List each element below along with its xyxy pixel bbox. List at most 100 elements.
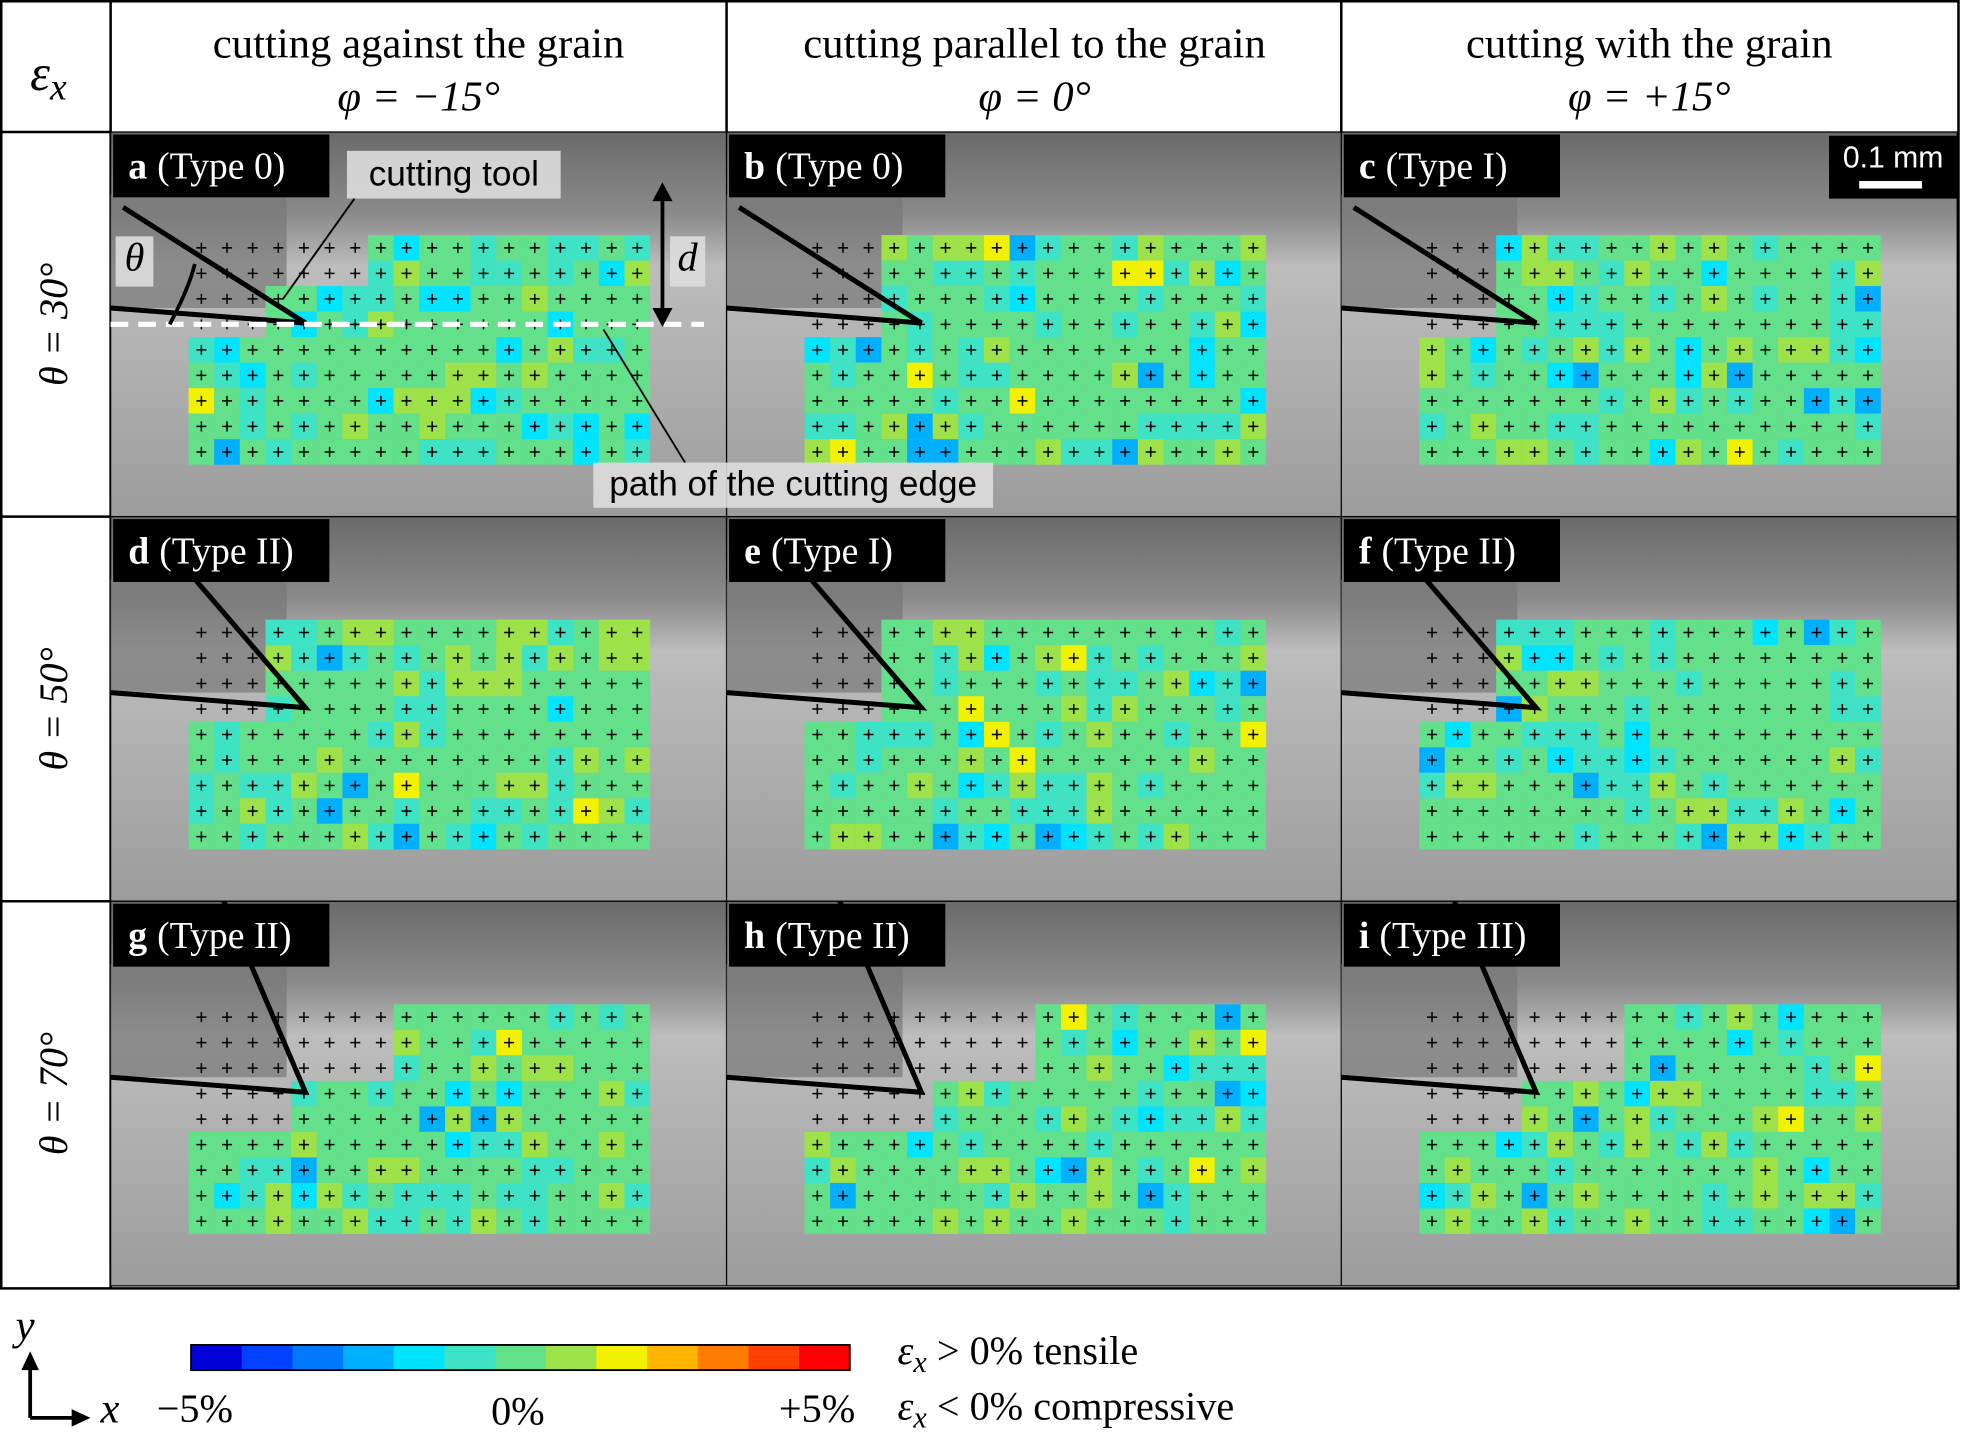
annotation: θ bbox=[125, 235, 145, 280]
panel-label-box bbox=[113, 903, 330, 967]
panel: d (Type II) bbox=[109, 515, 728, 902]
panel-letter: i bbox=[1359, 915, 1369, 957]
colorbar-frame bbox=[190, 1344, 851, 1372]
colorbar-swatch bbox=[647, 1344, 699, 1371]
column-angle: φ = −15° bbox=[337, 73, 499, 120]
grid-marks bbox=[1427, 627, 1874, 842]
panel-label: a (Type 0) bbox=[128, 145, 285, 187]
legend-entry: εx < 0% compressive bbox=[898, 1384, 1235, 1435]
panel-label-box bbox=[729, 134, 946, 198]
panel-type: (Type II) bbox=[157, 915, 291, 957]
row-label: θ = 70° bbox=[31, 1032, 76, 1155]
annotation-box bbox=[670, 236, 706, 287]
panel-type: (Type 0) bbox=[775, 145, 903, 187]
panel-letter: h bbox=[744, 915, 765, 957]
colorbar-label: 0% bbox=[491, 1389, 545, 1434]
panel-type: (Type I) bbox=[1386, 145, 1508, 187]
symbol: ε bbox=[898, 1328, 914, 1373]
grid-marks bbox=[812, 627, 1259, 842]
panel: g (Type II) bbox=[109, 900, 728, 1287]
annotation-box bbox=[346, 150, 561, 199]
tool bbox=[1341, 552, 1542, 711]
panel-label: b (Type 0) bbox=[744, 145, 903, 187]
panel-letter: d bbox=[128, 530, 149, 572]
leader bbox=[602, 328, 686, 464]
panel: b (Type 0) bbox=[725, 131, 1344, 518]
tool bbox=[1341, 205, 1538, 326]
grid-marks bbox=[1427, 1012, 1874, 1227]
panel: i (Type III) bbox=[1340, 900, 1958, 1287]
leader bbox=[282, 198, 356, 300]
annotation-box bbox=[593, 462, 994, 508]
grid-marks bbox=[812, 1012, 1259, 1227]
grid-marks bbox=[812, 242, 1259, 457]
panel-type: (Type II) bbox=[159, 530, 293, 572]
column-title: cutting parallel to the grain bbox=[803, 21, 1266, 68]
legend-text: < 0% compressive bbox=[927, 1384, 1235, 1429]
panel-label-box bbox=[729, 519, 946, 582]
colorbar-swatch bbox=[748, 1344, 800, 1371]
panel-letter: a bbox=[128, 145, 147, 187]
subscript: x bbox=[912, 1400, 927, 1434]
corner-symbol: εx bbox=[30, 44, 67, 108]
subscript: x bbox=[49, 66, 67, 108]
panel-letter: c bbox=[1359, 145, 1376, 187]
grid-marks bbox=[196, 1012, 643, 1227]
axis-label: x bbox=[100, 1386, 120, 1433]
panel-type: (Type II) bbox=[775, 915, 909, 957]
grid-marks bbox=[196, 627, 643, 842]
panel-letter: g bbox=[128, 915, 147, 957]
row-label: θ = 30° bbox=[31, 263, 76, 386]
panel-type: (Type 0) bbox=[157, 145, 285, 187]
legend-entry: εx > 0% tensile bbox=[898, 1328, 1139, 1379]
subscript: x bbox=[912, 1345, 927, 1379]
colorbar-swatch bbox=[343, 1344, 395, 1371]
panel-label-box bbox=[113, 519, 330, 582]
panel: e (Type I) bbox=[725, 515, 1344, 902]
panel: h (Type II) bbox=[725, 900, 1344, 1287]
panel-label: g (Type II) bbox=[128, 915, 291, 957]
tool-shadow bbox=[110, 579, 287, 693]
tool bbox=[110, 552, 312, 711]
axis-label: y bbox=[12, 1303, 35, 1350]
panel-label: h (Type II) bbox=[744, 915, 910, 957]
grid-marks bbox=[1427, 242, 1874, 457]
symbol: ε bbox=[30, 44, 50, 100]
annotation: cutting tool bbox=[369, 154, 539, 193]
colorbar-swatch bbox=[596, 1344, 648, 1371]
column-angle: φ = +15° bbox=[1568, 73, 1730, 120]
colorbar-swatch bbox=[292, 1344, 344, 1371]
colorbar-swatch bbox=[191, 1344, 243, 1371]
panel-label-box bbox=[1343, 519, 1561, 582]
panel-label-box bbox=[1343, 903, 1561, 967]
row-label: θ = 50° bbox=[31, 647, 76, 770]
tool bbox=[726, 552, 928, 711]
scale-label: 0.1 mm bbox=[1843, 142, 1944, 175]
panel-type: (Type III) bbox=[1379, 915, 1526, 957]
panel-label: f (Type II) bbox=[1359, 530, 1516, 572]
colorbar-swatch bbox=[495, 1344, 547, 1371]
symbol: ε bbox=[898, 1384, 914, 1429]
panel-label: i (Type III) bbox=[1359, 915, 1527, 957]
tool-shadow bbox=[1341, 579, 1518, 693]
column-title: cutting with the grain bbox=[1466, 21, 1833, 68]
annotation: d bbox=[678, 235, 699, 280]
panel-label: d (Type II) bbox=[128, 530, 294, 572]
tool-shadow bbox=[1341, 194, 1518, 308]
colorbar-swatch bbox=[444, 1344, 496, 1371]
panel-label-box bbox=[1343, 134, 1561, 198]
colorbar-swatch bbox=[799, 1344, 851, 1371]
panel-letter: b bbox=[744, 145, 765, 187]
axis-arrows bbox=[28, 1363, 78, 1420]
colorbar-swatch bbox=[545, 1344, 598, 1371]
tool bbox=[726, 205, 923, 326]
panel-letter: e bbox=[744, 530, 761, 572]
scale-bar bbox=[1859, 181, 1923, 189]
colorbar-label: +5% bbox=[779, 1386, 855, 1431]
panel-label: e (Type I) bbox=[744, 530, 893, 572]
panel-type: (Type II) bbox=[1381, 530, 1515, 572]
column-title: cutting against the grain bbox=[213, 21, 625, 68]
panel-label-box bbox=[729, 903, 946, 967]
panel-label: c (Type I) bbox=[1359, 145, 1508, 187]
